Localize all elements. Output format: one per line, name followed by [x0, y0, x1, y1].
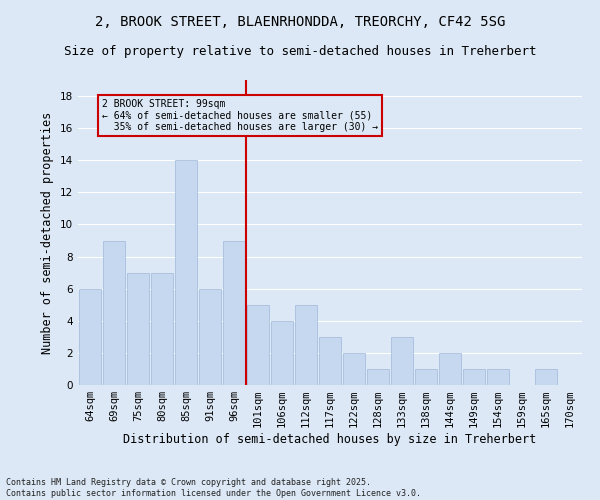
Text: 2, BROOK STREET, BLAENRHONDDA, TREORCHY, CF42 5SG: 2, BROOK STREET, BLAENRHONDDA, TREORCHY,…: [95, 15, 505, 29]
Text: Size of property relative to semi-detached houses in Treherbert: Size of property relative to semi-detach…: [64, 45, 536, 58]
Bar: [223, 240, 245, 385]
Bar: [151, 272, 173, 385]
Y-axis label: Number of semi-detached properties: Number of semi-detached properties: [41, 112, 55, 354]
Bar: [175, 160, 197, 385]
Bar: [439, 353, 461, 385]
Bar: [247, 304, 269, 385]
Bar: [271, 321, 293, 385]
X-axis label: Distribution of semi-detached houses by size in Treherbert: Distribution of semi-detached houses by …: [124, 433, 536, 446]
Bar: [535, 369, 557, 385]
Bar: [103, 240, 125, 385]
Bar: [367, 369, 389, 385]
Bar: [79, 288, 101, 385]
Text: Contains HM Land Registry data © Crown copyright and database right 2025.
Contai: Contains HM Land Registry data © Crown c…: [6, 478, 421, 498]
Bar: [463, 369, 485, 385]
Bar: [295, 304, 317, 385]
Bar: [487, 369, 509, 385]
Bar: [415, 369, 437, 385]
Bar: [343, 353, 365, 385]
Bar: [199, 288, 221, 385]
Bar: [391, 337, 413, 385]
Text: 2 BROOK STREET: 99sqm
← 64% of semi-detached houses are smaller (55)
  35% of se: 2 BROOK STREET: 99sqm ← 64% of semi-deta…: [102, 100, 378, 132]
Bar: [127, 272, 149, 385]
Bar: [319, 337, 341, 385]
